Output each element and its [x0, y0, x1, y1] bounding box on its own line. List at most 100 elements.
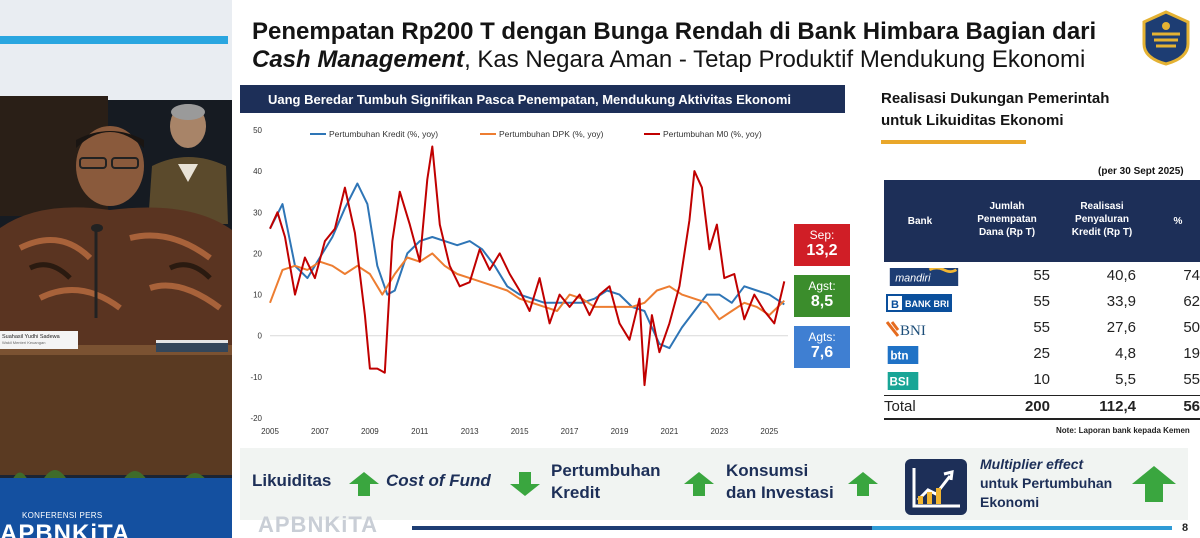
feed-accent-line [0, 36, 228, 44]
multiplier-effect-text: Multiplier effect untuk Pertumbuhan Ekon… [980, 455, 1112, 512]
multiplier-line3: Ekonomi [980, 494, 1040, 510]
chart-series-group [269, 145, 786, 387]
y-tick-label: 40 [253, 167, 262, 176]
desk-edge [0, 345, 232, 355]
konferensi-label: KONFERENSI PERS [22, 511, 103, 520]
badge-dpk-agst: Agst: 8,5 [794, 275, 850, 317]
cell-percent: 56 [1183, 398, 1200, 415]
nameplate-subtitle: Wakil Menteri Keuangan [2, 340, 46, 345]
header-text: Realisasi [1080, 201, 1124, 212]
arrow-up-icon [848, 472, 878, 496]
table-header: Bank Jumlah Penempatan Dana (Rp T) Reali… [884, 180, 1200, 262]
person-speaker [0, 126, 232, 358]
cell-realisasi: 112,4 [1099, 398, 1136, 415]
arrow-up-icon [349, 472, 379, 496]
x-tick-label: 2023 [710, 427, 728, 436]
legend-label: Pertumbuhan M0 (%, yoy) [663, 129, 762, 139]
cell-realisasi: 33,9 [1106, 293, 1136, 310]
header-percent: % [1160, 215, 1196, 228]
slide-title-rest: , Kas Negara Aman - Tetap Produktif Mend… [464, 46, 1086, 73]
y-tick-label: -10 [250, 373, 262, 382]
footer-line-dark [412, 526, 872, 530]
slide-title-emphasis: Cash Management [252, 46, 465, 73]
table-title-underline [881, 140, 1026, 144]
x-tick-label: 2005 [261, 427, 279, 436]
header-text: Penempatan [977, 214, 1037, 225]
bsi-logo-text: BSI [890, 376, 909, 389]
flow-cost-of-fund: Cost of Fund [386, 471, 491, 490]
table-row-total: Total 200 112,4 56 [884, 395, 1200, 420]
y-tick-label: 50 [253, 126, 262, 135]
flow-kredit-line1: Pertumbuhan [551, 461, 661, 480]
cell-penempatan: 10 [1033, 371, 1050, 388]
bri-logo-text: BANK BRI [905, 299, 949, 309]
flow-konsumsi: Konsumsi dan Investasi [726, 460, 834, 504]
apbnkita-watermark: APBNKiTA [258, 512, 379, 537]
header-text: Kredit (Rp T) [1071, 227, 1133, 238]
btn-logo-text: btn [890, 350, 908, 363]
legend-label: Pertumbuhan DPK (%, yoy) [499, 129, 604, 139]
series-line-1 [269, 252, 785, 321]
cell-realisasi: 40,6 [1106, 267, 1136, 284]
x-tick-label: 2025 [760, 427, 778, 436]
slide-title-line1: Penempatan Rp200 T dengan Bunga Rendah d… [252, 18, 1097, 45]
header-realisasi: Realisasi Penyaluran Kredit (Rp T) [1054, 200, 1150, 239]
bottom-flow-strip [240, 448, 1188, 520]
x-tick-label: 2009 [361, 427, 379, 436]
book [156, 340, 228, 352]
footer-line-light [872, 526, 1172, 530]
table-title-line2: untuk Likuiditas Ekonomi [881, 112, 1064, 129]
bsi-logo-icon: BSI [887, 372, 919, 390]
cell-percent: 74 [1183, 267, 1200, 284]
badge-value: 7,6 [810, 344, 834, 361]
cell-penempatan: 55 [1033, 293, 1050, 310]
y-tick-label: -20 [250, 414, 262, 423]
x-tick-label: 2019 [611, 427, 629, 436]
header-text: Bank [907, 216, 933, 227]
badge-kredit-agts: Agts: 7,6 [794, 326, 850, 368]
multiplier-line2: untuk Pertumbuhan [980, 475, 1113, 491]
badge-value: 8,5 [810, 293, 834, 310]
table-note: Note: Laporan bank kepada Kemen [1056, 426, 1190, 435]
x-tick-label: 2021 [661, 427, 679, 436]
arrow-down-icon [510, 472, 540, 496]
flow-konsumsi-line2: dan Investasi [726, 483, 834, 502]
table-title-line1: Realisasi Dukungan Pemerintah [881, 90, 1110, 107]
badge-label: Sep: [809, 228, 835, 242]
feed-background [0, 0, 232, 100]
desk [0, 345, 232, 475]
mandiri-logo-text: mandiri [895, 273, 931, 285]
cell-percent: 19 [1183, 345, 1200, 362]
table-row-btn: btn 25 4,8 19 [884, 343, 1200, 368]
nameplate: Suahasil Yudhi Sadewa Wakil Menteri Keua… [0, 331, 78, 349]
x-tick-label: 2015 [511, 427, 529, 436]
arrow-up-large-icon [1132, 466, 1176, 502]
bni-logo-text: BNI [900, 323, 926, 338]
x-tick-label: 2013 [461, 427, 479, 436]
badge-label: Agst: [808, 279, 836, 293]
table-row-mandiri: mandiri 55 40,6 74 [884, 265, 1200, 290]
broadcast-footer [0, 478, 232, 538]
cell-penempatan: 55 [1033, 267, 1050, 284]
line-chart: Pertumbuhan Kredit (%, yoy) Pertumbuhan D… [250, 126, 788, 436]
slide: Penempatan Rp200 T dengan Bunga Rendah d… [232, 0, 1200, 538]
header-bank: Bank [890, 215, 950, 228]
cell-penempatan: 200 [1024, 398, 1050, 415]
bri-logo-icon: B BANK BRI [886, 294, 952, 312]
y-tick-label: 20 [253, 249, 262, 258]
arrow-up-icon [684, 472, 714, 496]
chart-legend: Pertumbuhan Kredit (%, yoy) Pertumbuhan D… [310, 129, 762, 139]
cell-realisasi: 5,5 [1115, 371, 1136, 388]
as-of-date: (per 30 Sept 2025) [1098, 166, 1184, 177]
mandiri-logo-icon: mandiri [889, 268, 959, 286]
legend-label: Pertumbuhan Kredit (%, yoy) [329, 129, 438, 139]
header-penempatan: Jumlah Penempatan Dana (Rp T) [964, 200, 1050, 239]
table-row-bri: B BANK BRI 55 33,9 62 [884, 291, 1200, 316]
cell-percent: 55 [1183, 371, 1200, 388]
flow-kredit: Pertumbuhan Kredit [551, 460, 661, 504]
cell-penempatan: 55 [1033, 319, 1050, 336]
x-tick-label: 2011 [411, 427, 429, 436]
cell-realisasi: 27,6 [1106, 319, 1136, 336]
chart-axes: -20 -10 0 10 20 30 40 50 2005 2007 2009 2011 2013 201… [250, 126, 788, 436]
camera-feed: Suahasil Yudhi Sadewa Wakil Menteri Keua… [0, 0, 232, 538]
